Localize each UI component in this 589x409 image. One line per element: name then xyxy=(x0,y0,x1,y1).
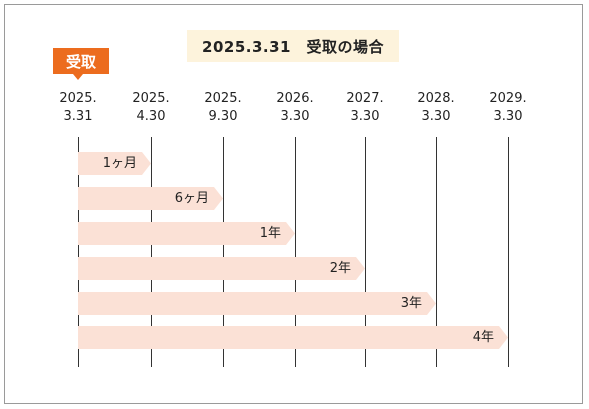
date-year: 2025. xyxy=(59,91,97,106)
date-day: 3.30 xyxy=(350,109,380,124)
period-bar-label: 3年 xyxy=(400,296,422,311)
period-bar-label: 6ヶ月 xyxy=(174,191,209,206)
badge-pointer xyxy=(73,74,83,80)
date-gridline xyxy=(436,137,437,367)
period-bar: 4年 xyxy=(78,326,508,349)
date-label: 2025. 9.30 xyxy=(193,90,253,126)
period-bar: 1年 xyxy=(78,222,295,245)
date-day: 3.31 xyxy=(63,109,93,124)
date-gridline xyxy=(78,137,79,367)
period-bar-label: 4年 xyxy=(472,330,494,345)
period-bar-label: 1年 xyxy=(259,226,281,241)
date-year: 2027. xyxy=(346,91,384,106)
period-bar: 2年 xyxy=(78,257,365,280)
period-bar: 1ヶ月 xyxy=(78,152,151,175)
period-bar: 6ヶ月 xyxy=(78,187,223,210)
date-year: 2025. xyxy=(204,91,242,106)
date-label: 2025. 4.30 xyxy=(121,90,181,126)
date-day: 4.30 xyxy=(136,109,166,124)
date-gridline xyxy=(295,137,296,367)
date-gridline xyxy=(151,137,152,367)
date-label: 2028. 3.30 xyxy=(406,90,466,126)
date-day: 3.30 xyxy=(421,109,451,124)
period-bar-label: 2年 xyxy=(329,261,351,276)
date-day: 3.30 xyxy=(493,109,523,124)
date-label: 2025. 3.31 xyxy=(48,90,108,126)
date-gridline xyxy=(508,137,509,367)
date-year: 2028. xyxy=(417,91,455,106)
date-year: 2029. xyxy=(489,91,527,106)
diagram-title: 2025.3.31 受取の場合 xyxy=(187,30,399,62)
period-bar: 3年 xyxy=(78,292,436,315)
period-bar-label: 1ヶ月 xyxy=(102,156,137,171)
date-gridline xyxy=(223,137,224,367)
date-gridline xyxy=(365,137,366,367)
date-label: 2029. 3.30 xyxy=(478,90,538,126)
date-year: 2026. xyxy=(276,91,314,106)
date-year: 2025. xyxy=(132,91,170,106)
date-label: 2027. 3.30 xyxy=(335,90,395,126)
date-day: 3.30 xyxy=(280,109,310,124)
date-day: 9.30 xyxy=(208,109,238,124)
receipt-badge: 受取 xyxy=(53,48,109,74)
date-label: 2026. 3.30 xyxy=(265,90,325,126)
